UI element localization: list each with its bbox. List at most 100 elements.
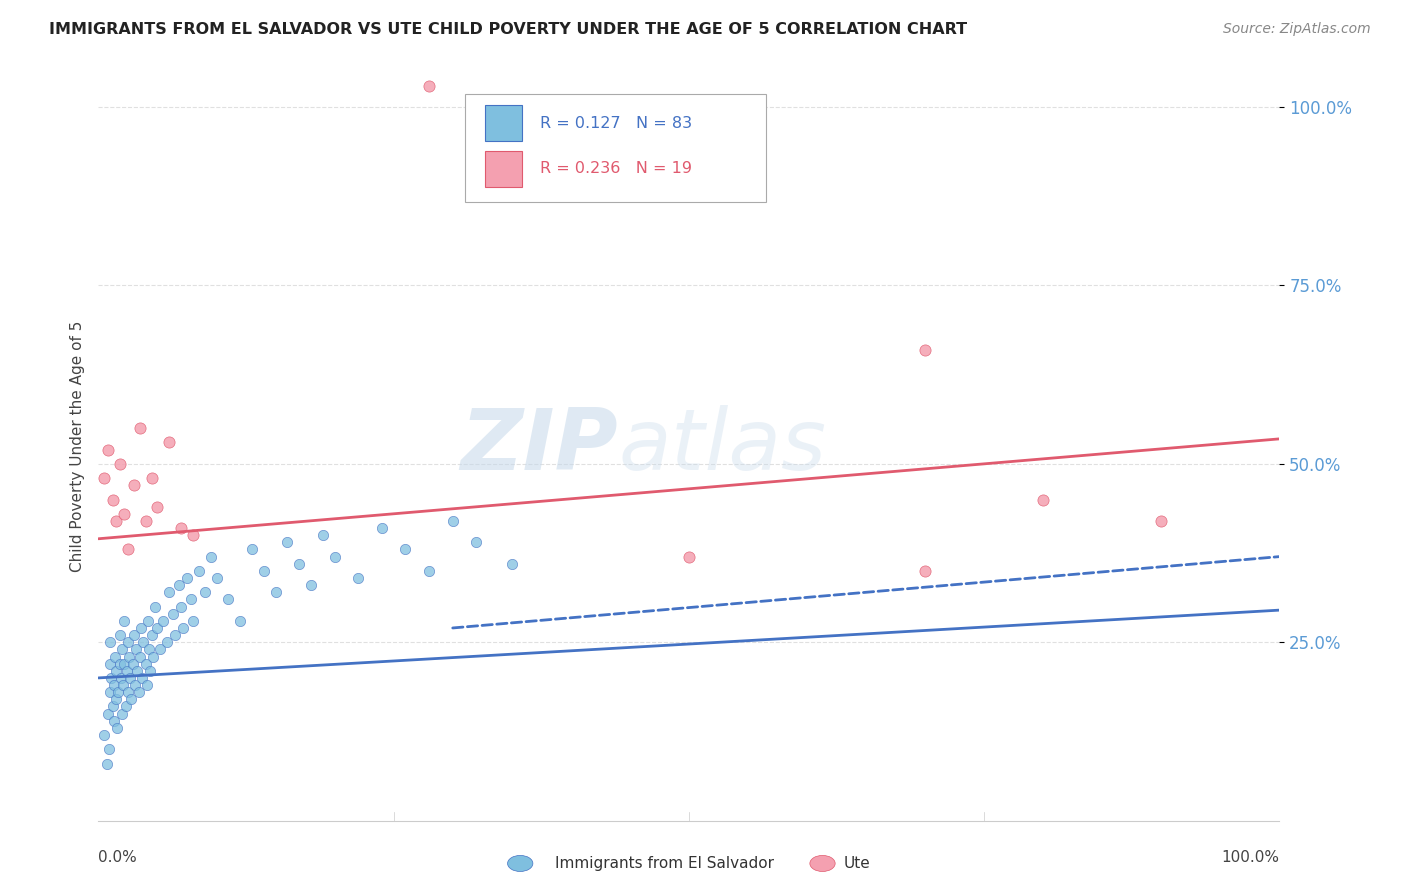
Point: [111, 706, 134, 721]
Point: [162, 607, 184, 621]
Point: [165, 628, 187, 642]
Point: [172, 621, 194, 635]
Point: [128, 685, 150, 699]
Point: [240, 542, 263, 557]
Point: [129, 621, 152, 635]
Point: [418, 78, 440, 93]
Text: 100.0%: 100.0%: [1222, 850, 1279, 865]
Text: R = 0.127   N = 83: R = 0.127 N = 83: [540, 116, 692, 130]
Point: [323, 549, 346, 564]
Text: Ute: Ute: [844, 856, 870, 871]
Point: [97, 706, 120, 721]
Text: R = 0.236   N = 19: R = 0.236 N = 19: [540, 161, 692, 176]
Text: atlas: atlas: [619, 404, 827, 488]
Point: [117, 685, 139, 699]
Point: [96, 756, 118, 771]
Point: [121, 692, 143, 706]
Point: [105, 692, 128, 706]
Point: [181, 528, 204, 542]
Point: [157, 435, 180, 450]
Text: Source: ZipAtlas.com: Source: ZipAtlas.com: [1223, 22, 1371, 37]
Point: [347, 571, 370, 585]
Point: [120, 671, 142, 685]
Text: IMMIGRANTS FROM EL SALVADOR VS UTE CHILD POVERTY UNDER THE AGE OF 5 CORRELATION : IMMIGRANTS FROM EL SALVADOR VS UTE CHILD…: [49, 22, 967, 37]
Point: [156, 635, 179, 649]
Point: [105, 514, 128, 528]
Point: [181, 614, 204, 628]
Point: [312, 528, 335, 542]
Point: [141, 471, 163, 485]
Point: [112, 657, 135, 671]
Bar: [485, 151, 523, 186]
Point: [152, 614, 174, 628]
Point: [157, 585, 180, 599]
Point: [176, 571, 198, 585]
Point: [112, 678, 135, 692]
Point: [205, 571, 228, 585]
Point: [128, 649, 150, 664]
Point: [122, 628, 145, 642]
Point: [142, 649, 165, 664]
Point: [98, 742, 121, 756]
Point: [118, 649, 141, 664]
Point: [97, 442, 120, 457]
Point: [105, 664, 128, 678]
Point: [117, 635, 139, 649]
Point: [117, 542, 139, 557]
Point: [105, 721, 128, 735]
Point: [914, 564, 936, 578]
Point: [101, 699, 124, 714]
Point: [98, 685, 121, 699]
Text: Immigrants from El Salvador: Immigrants from El Salvador: [555, 856, 775, 871]
Point: [135, 678, 157, 692]
Point: [914, 343, 936, 357]
Point: [131, 671, 153, 685]
Point: [112, 507, 135, 521]
Point: [143, 599, 166, 614]
Point: [103, 678, 125, 692]
Point: [180, 592, 202, 607]
Point: [128, 421, 150, 435]
Point: [103, 714, 125, 728]
Point: [288, 557, 311, 571]
Point: [418, 564, 440, 578]
Bar: [485, 105, 523, 141]
Point: [149, 642, 172, 657]
Point: [299, 578, 322, 592]
Point: [121, 657, 143, 671]
Point: [1150, 514, 1173, 528]
Point: [108, 457, 131, 471]
Point: [93, 471, 115, 485]
Point: [276, 535, 298, 549]
Point: [114, 699, 136, 714]
Point: [110, 671, 132, 685]
Point: [108, 628, 131, 642]
Point: [98, 635, 121, 649]
Point: [465, 535, 488, 549]
Point: [167, 578, 190, 592]
Text: 0.0%: 0.0%: [98, 850, 138, 865]
Point: [170, 599, 193, 614]
Point: [93, 728, 115, 742]
Point: [371, 521, 394, 535]
FancyBboxPatch shape: [464, 94, 766, 202]
Point: [115, 664, 138, 678]
Point: [101, 492, 124, 507]
Point: [135, 657, 157, 671]
Point: [122, 478, 145, 492]
Point: [139, 664, 162, 678]
Point: [141, 628, 163, 642]
Point: [111, 642, 134, 657]
Point: [187, 564, 209, 578]
Point: [253, 564, 276, 578]
Point: [138, 642, 160, 657]
Point: [441, 514, 464, 528]
Point: [124, 678, 146, 692]
Point: [104, 649, 127, 664]
Text: ZIP: ZIP: [460, 404, 619, 488]
Point: [170, 521, 193, 535]
Point: [135, 514, 157, 528]
Point: [136, 614, 159, 628]
Point: [108, 657, 131, 671]
Point: [127, 664, 149, 678]
